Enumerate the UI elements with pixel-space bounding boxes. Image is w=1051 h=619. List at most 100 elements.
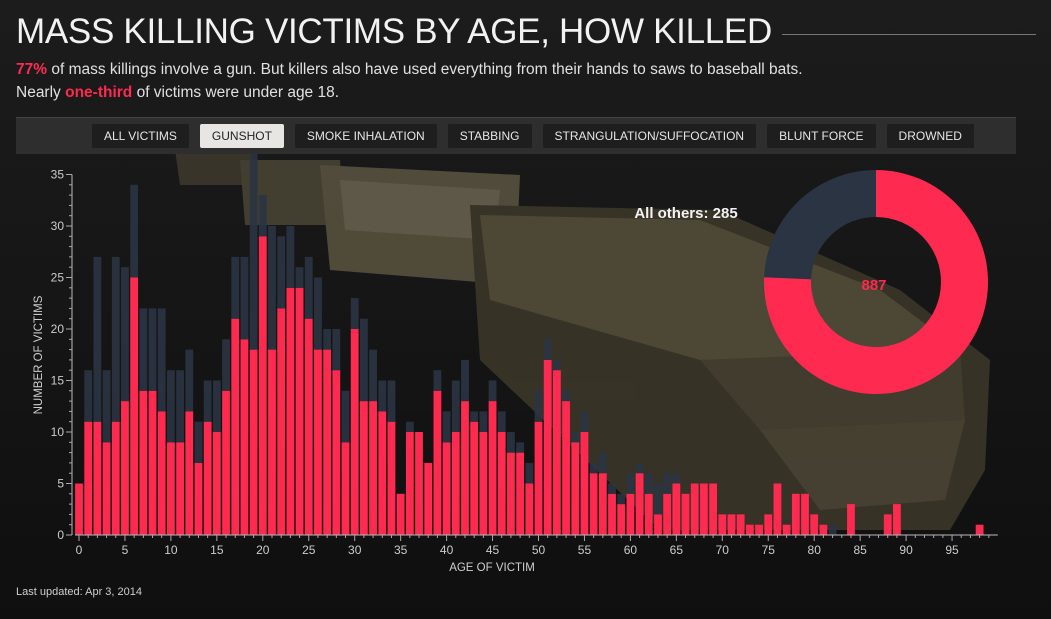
bar-other-age-43[interactable] [470, 411, 479, 422]
donut-slice-others[interactable] [764, 170, 876, 280]
bar-other-age-42[interactable] [461, 359, 469, 402]
bar-gunshot-age-66[interactable] [681, 493, 690, 535]
bar-gunshot-age-32[interactable] [369, 401, 377, 535]
bar-gunshot-age-5[interactable] [121, 401, 129, 535]
bar-other-age-26[interactable] [314, 277, 322, 350]
bar-gunshot-age-51[interactable] [543, 359, 552, 535]
donut-slice-gunshot[interactable] [763, 170, 988, 394]
bar-other-age-2[interactable] [93, 256, 102, 422]
bar-gunshot-age-28[interactable] [332, 370, 341, 535]
bar-other-age-24[interactable] [295, 267, 304, 288]
bar-gunshot-age-4[interactable] [111, 421, 120, 535]
bar-other-age-27[interactable] [323, 329, 332, 350]
bar-other-age-39[interactable] [433, 370, 442, 391]
bar-gunshot-age-31[interactable] [359, 401, 368, 535]
bar-other-age-33[interactable] [378, 380, 387, 412]
bar-other-age-49[interactable] [525, 462, 534, 484]
bar-other-age-29[interactable] [341, 390, 350, 443]
bar-gunshot-age-25[interactable] [304, 318, 313, 535]
bar-gunshot-age-9[interactable] [157, 411, 166, 535]
bar-other-age-13[interactable] [194, 421, 203, 463]
bar-gunshot-age-6[interactable] [130, 277, 139, 536]
bar-gunshot-age-53[interactable] [562, 401, 570, 535]
bar-other-age-10[interactable] [167, 370, 175, 443]
bar-gunshot-age-79[interactable] [801, 493, 809, 535]
bar-gunshot-age-42[interactable] [461, 401, 469, 535]
bar-gunshot-age-37[interactable] [415, 432, 423, 535]
bar-gunshot-age-15[interactable] [212, 432, 221, 535]
bar-gunshot-age-78[interactable] [791, 493, 800, 535]
bar-other-age-20[interactable] [258, 195, 267, 237]
bar-gunshot-age-58[interactable] [608, 493, 616, 535]
bar-other-age-21[interactable] [268, 226, 276, 350]
bar-gunshot-age-43[interactable] [470, 421, 479, 535]
bar-gunshot-age-60[interactable] [626, 493, 635, 535]
bar-other-age-28[interactable] [332, 329, 341, 371]
bar-other-age-82[interactable] [828, 524, 837, 535]
bar-gunshot-age-49[interactable] [525, 483, 534, 536]
bar-other-age-51[interactable] [543, 339, 552, 360]
bar-gunshot-age-70[interactable] [718, 514, 727, 535]
bar-other-age-5[interactable] [121, 267, 129, 402]
bar-other-age-44[interactable] [479, 411, 488, 432]
bar-gunshot-age-27[interactable] [323, 349, 332, 535]
bar-gunshot-age-12[interactable] [185, 411, 194, 535]
bar-gunshot-age-46[interactable] [497, 432, 506, 535]
bar-other-age-41[interactable] [451, 380, 460, 433]
bar-gunshot-age-75[interactable] [764, 514, 773, 535]
bar-gunshot-age-48[interactable] [516, 452, 525, 535]
bar-gunshot-age-72[interactable] [736, 514, 745, 535]
bar-other-age-46[interactable] [497, 411, 506, 432]
bar-other-age-53[interactable] [562, 390, 570, 402]
bar-other-age-64[interactable] [663, 473, 672, 494]
tab-strangulation-suffocation[interactable]: STRANGULATION/SUFFOCATION [542, 124, 757, 148]
bar-gunshot-age-59[interactable] [617, 504, 626, 535]
bar-gunshot-age-11[interactable] [176, 442, 184, 535]
bar-gunshot-age-71[interactable] [727, 514, 736, 535]
bar-gunshot-age-98[interactable] [975, 524, 984, 535]
bar-gunshot-age-52[interactable] [552, 370, 561, 535]
bar-gunshot-age-20[interactable] [258, 236, 267, 536]
bar-other-age-17[interactable] [231, 256, 240, 319]
bar-other-age-30[interactable] [350, 298, 359, 329]
bar-other-age-12[interactable] [185, 349, 194, 412]
bar-gunshot-age-1[interactable] [84, 421, 93, 535]
tab-drowned[interactable]: DROWNED [886, 124, 974, 148]
bar-other-age-62[interactable] [644, 473, 653, 494]
bar-gunshot-age-56[interactable] [589, 473, 598, 535]
bar-gunshot-age-33[interactable] [378, 411, 387, 535]
bar-gunshot-age-10[interactable] [167, 442, 175, 535]
bar-gunshot-age-2[interactable] [93, 421, 102, 535]
bar-other-age-55[interactable] [580, 411, 589, 432]
bar-other-age-4[interactable] [111, 256, 120, 422]
bar-gunshot-age-74[interactable] [755, 524, 763, 535]
bar-other-age-57[interactable] [598, 452, 607, 474]
bar-other-age-16[interactable] [222, 339, 230, 391]
bar-gunshot-age-19[interactable] [249, 349, 258, 535]
bar-other-age-58[interactable] [608, 483, 616, 494]
bar-other-age-22[interactable] [277, 236, 286, 309]
bar-other-age-48[interactable] [516, 442, 525, 453]
bar-other-age-61[interactable] [635, 462, 644, 474]
bar-gunshot-age-88[interactable] [883, 514, 892, 535]
bar-gunshot-age-65[interactable] [672, 483, 681, 536]
bar-other-age-54[interactable] [571, 432, 580, 443]
bar-gunshot-age-67[interactable] [690, 483, 699, 536]
bar-other-age-6[interactable] [130, 184, 139, 278]
bar-gunshot-age-50[interactable] [534, 421, 543, 535]
bar-gunshot-age-8[interactable] [148, 390, 157, 535]
bar-other-age-52[interactable] [552, 359, 561, 371]
bar-gunshot-age-54[interactable] [571, 442, 580, 535]
tab-stabbing[interactable]: STABBING [447, 124, 532, 148]
bar-gunshot-age-7[interactable] [139, 390, 148, 535]
bar-other-age-34[interactable] [387, 380, 396, 422]
bar-other-age-36[interactable] [405, 421, 414, 432]
bar-other-age-15[interactable] [212, 380, 221, 433]
bar-other-age-19[interactable] [249, 153, 258, 350]
bar-gunshot-age-35[interactable] [396, 493, 405, 535]
bar-gunshot-age-3[interactable] [102, 442, 111, 535]
bar-gunshot-age-23[interactable] [286, 287, 295, 535]
tab-gunshot[interactable]: GUNSHOT [199, 124, 284, 148]
bar-other-age-9[interactable] [157, 308, 166, 412]
bar-gunshot-age-13[interactable] [194, 462, 203, 535]
